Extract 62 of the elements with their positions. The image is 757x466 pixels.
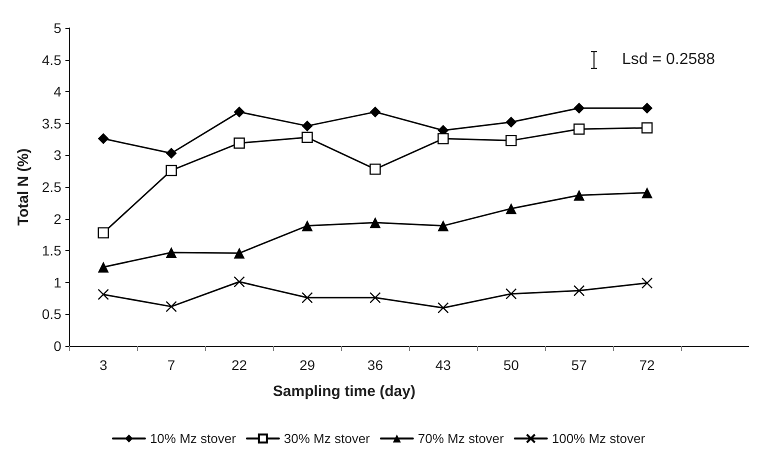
legend-label: 70% Mz stover xyxy=(418,431,505,446)
point xyxy=(302,220,313,232)
legend-label: 100% Mz stover xyxy=(552,431,646,446)
x-tick-label: 50 xyxy=(503,357,520,373)
point xyxy=(506,134,517,146)
point xyxy=(234,138,245,149)
y-tick-label: 5 xyxy=(54,20,62,36)
x-tick-label: 3 xyxy=(99,357,108,373)
point xyxy=(98,288,109,300)
x-tick-label: 36 xyxy=(367,357,384,373)
point xyxy=(234,248,245,259)
y-tick-label: 3 xyxy=(54,147,62,164)
point xyxy=(370,106,381,118)
point xyxy=(438,220,449,232)
point xyxy=(574,102,585,114)
y-axis-title: Total N (%) xyxy=(15,148,32,226)
x-tick-label: 43 xyxy=(435,357,452,373)
x-tick-label: 29 xyxy=(299,357,316,373)
point xyxy=(234,106,245,118)
point xyxy=(506,116,517,128)
point xyxy=(234,276,245,288)
x-tick-label: 57 xyxy=(571,357,588,373)
y-tick-label: 1.5 xyxy=(42,242,62,259)
x-axis-title: Sampling time (day) xyxy=(272,383,416,400)
y-tick-label: 4.5 xyxy=(42,52,62,68)
point xyxy=(370,292,381,304)
y-tick-label: 3.5 xyxy=(42,115,62,132)
legend-label: 30% Mz stover xyxy=(284,431,371,446)
point xyxy=(98,227,109,238)
point xyxy=(166,148,177,159)
point xyxy=(438,302,449,314)
y-tick-label: 4 xyxy=(54,84,62,100)
y-tick-label: 2.5 xyxy=(42,179,62,195)
point xyxy=(506,203,517,214)
point xyxy=(302,132,313,143)
x-tick-label: 22 xyxy=(231,357,248,373)
point xyxy=(573,285,585,296)
x-tick-label: 7 xyxy=(167,357,176,373)
point xyxy=(438,133,449,144)
point xyxy=(166,300,177,312)
x-tick-label: 72 xyxy=(639,357,656,373)
point xyxy=(573,124,585,135)
point xyxy=(302,292,313,304)
point xyxy=(370,164,381,175)
point xyxy=(370,217,381,228)
point xyxy=(641,122,653,134)
point xyxy=(642,187,653,198)
point xyxy=(98,133,109,144)
point xyxy=(574,190,585,201)
point xyxy=(166,247,177,258)
annotation: Lsd = 0.2588 xyxy=(622,51,715,69)
y-tick-label: 0 xyxy=(54,338,62,354)
point xyxy=(98,262,109,273)
y-tick-label: 0.5 xyxy=(42,306,62,322)
point xyxy=(506,288,517,300)
point xyxy=(302,120,313,132)
y-tick-label: 1 xyxy=(54,274,62,290)
point xyxy=(642,102,653,114)
legend-label: 10% Mz stover xyxy=(150,431,237,446)
point xyxy=(641,277,653,289)
point xyxy=(166,164,177,176)
y-tick-label: 2 xyxy=(54,210,62,227)
